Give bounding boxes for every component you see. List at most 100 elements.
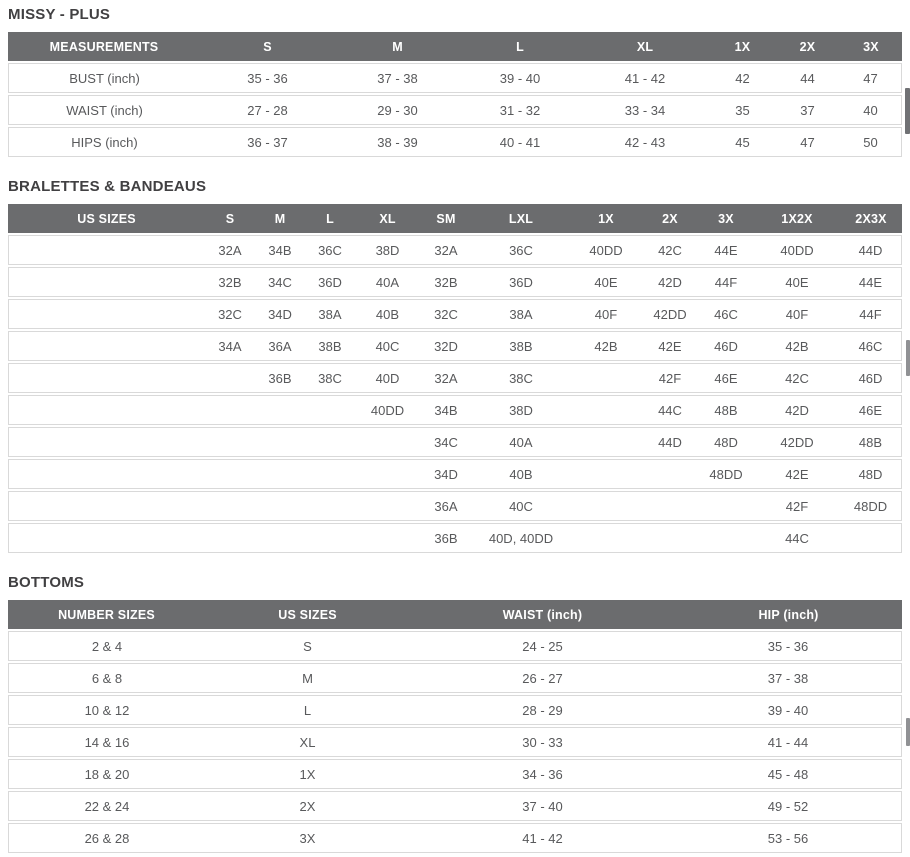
table-cell: 38 - 39 — [335, 127, 460, 157]
table-cell: 34B — [255, 235, 305, 265]
table-cell — [8, 491, 205, 521]
table-cell: 10 & 12 — [8, 695, 205, 725]
table-cell: 38D — [472, 395, 570, 425]
column-header: MEASUREMENTS — [8, 32, 200, 61]
table-cell: 36D — [305, 267, 355, 297]
section-title-bottoms: BOTTOMS — [8, 574, 85, 591]
table-cell — [570, 523, 642, 553]
table-cell: 38B — [472, 331, 570, 361]
table-row: 32B 34C 36D 40A 32B 36D 40E 42D 44F 40E 44E — [8, 267, 902, 297]
column-header: 3X — [840, 32, 902, 61]
table-cell: 36B — [420, 523, 472, 553]
table-cell: 40DD — [355, 395, 420, 425]
table-row: 34A 36A 38B 40C 32D 38B 42B 42E 46D 42B 46C — [8, 331, 902, 361]
table-cell — [255, 427, 305, 457]
table-cell — [355, 491, 420, 521]
table-cell: 36C — [305, 235, 355, 265]
table-cell: 40F — [570, 299, 642, 329]
table-cell: 36 - 37 — [200, 127, 335, 157]
table-row: 18 & 20 1X 34 - 36 45 - 48 — [8, 759, 902, 789]
table-cell: 34 - 36 — [410, 759, 675, 789]
table-cell — [570, 427, 642, 457]
table-row: 10 & 12 L 28 - 29 39 - 40 — [8, 695, 902, 725]
table-cell: 38A — [305, 299, 355, 329]
table-cell: 32B — [205, 267, 255, 297]
table-cell: 38B — [305, 331, 355, 361]
table-cell: 42 — [710, 63, 775, 93]
table-cell: 31 - 32 — [460, 95, 580, 125]
table-cell — [305, 427, 355, 457]
table-row: 34C 40A 44D 48D 42DD 48B — [8, 427, 902, 457]
table-cell — [8, 395, 205, 425]
table-cell: 39 - 40 — [675, 695, 902, 725]
table-cell: 37 - 38 — [675, 663, 902, 693]
table-cell: 44D — [840, 235, 902, 265]
table-cell: 35 - 36 — [200, 63, 335, 93]
header-row: US SIZES S M L XL SM LXL 1X 2X 3X 1X2X 2X3X — [8, 204, 902, 233]
scrollbar-thumb-fragment-middle[interactable] — [906, 340, 910, 376]
scrollbar-thumb-fragment-top[interactable] — [905, 88, 910, 134]
table-cell: 42DD — [754, 427, 840, 457]
table-cell: 35 — [710, 95, 775, 125]
table-cell: S — [205, 631, 410, 661]
table-cell: 46D — [840, 363, 902, 393]
column-header: 1X2X — [754, 204, 840, 233]
table-cell: 3X — [205, 823, 410, 853]
table-row: 2 & 4 S 24 - 25 35 - 36 — [8, 631, 902, 661]
table-cell: 27 - 28 — [200, 95, 335, 125]
column-header: 2X — [775, 32, 840, 61]
table-cell — [642, 459, 698, 489]
table-cell: 36B — [255, 363, 305, 393]
table-cell: 40 - 41 — [460, 127, 580, 157]
table-cell — [355, 459, 420, 489]
table-cell: 40 — [840, 95, 902, 125]
column-header: SM — [420, 204, 472, 233]
table-row: 32C 34D 38A 40B 32C 38A 40F 42DD 46C 40F 44F — [8, 299, 902, 329]
table-cell: 22 & 24 — [8, 791, 205, 821]
table-cell: 40C — [355, 331, 420, 361]
table-cell: 44E — [840, 267, 902, 297]
table-row: HIPS (inch) 36 - 37 38 - 39 40 - 41 42 - 43 4… — [8, 127, 902, 157]
section-title-missy-plus: MISSY - PLUS — [8, 6, 111, 23]
table-cell — [8, 299, 205, 329]
table-cell: 47 — [840, 63, 902, 93]
table-cell: 14 & 16 — [8, 727, 205, 757]
column-header: US SIZES — [205, 600, 410, 629]
table-cell: 41 - 44 — [675, 727, 902, 757]
table-cell: 35 - 36 — [675, 631, 902, 661]
table-cell: 32D — [420, 331, 472, 361]
table-row: 26 & 28 3X 41 - 42 53 - 56 — [8, 823, 902, 853]
table-cell: 40DD — [570, 235, 642, 265]
table-cell: 37 - 40 — [410, 791, 675, 821]
table-cell: 48DD — [840, 491, 902, 521]
column-header: 1X — [570, 204, 642, 233]
table-cell: 42B — [754, 331, 840, 361]
table-cell: 38C — [472, 363, 570, 393]
table-cell: 47 — [775, 127, 840, 157]
table-cell — [205, 459, 255, 489]
column-header: LXL — [472, 204, 570, 233]
table-cell: WAIST (inch) — [8, 95, 200, 125]
table-cell — [8, 235, 205, 265]
scrollbar-thumb-fragment-bottom[interactable] — [906, 718, 910, 746]
table-cell — [8, 459, 205, 489]
table-cell — [642, 523, 698, 553]
column-header: XL — [580, 32, 710, 61]
table-cell: 44C — [754, 523, 840, 553]
header-row: NUMBER SIZES US SIZES WAIST (inch) HIP (inc… — [8, 600, 902, 629]
bralettes-bandeaus-table: US SIZES S M L XL SM LXL 1X 2X 3X 1X2X 2X3X 32A 34B 36… — [8, 202, 902, 555]
table-cell: 41 - 42 — [580, 63, 710, 93]
table-cell: 34C — [420, 427, 472, 457]
table-cell: 40C — [472, 491, 570, 521]
column-header: HIP (inch) — [675, 600, 902, 629]
bottoms-table: NUMBER SIZES US SIZES WAIST (inch) HIP (inc… — [8, 598, 902, 855]
table-cell — [305, 491, 355, 521]
table-cell: 26 & 28 — [8, 823, 205, 853]
table-cell — [840, 523, 902, 553]
table-cell: 46D — [698, 331, 754, 361]
table-cell: 6 & 8 — [8, 663, 205, 693]
table-cell — [255, 491, 305, 521]
table-cell: 41 - 42 — [410, 823, 675, 853]
table-cell — [205, 363, 255, 393]
table-cell: XL — [205, 727, 410, 757]
